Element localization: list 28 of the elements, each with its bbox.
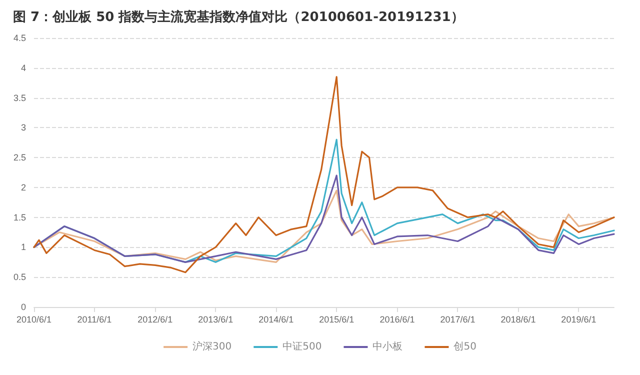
y-tick-label: 1 [20, 242, 26, 252]
x-tick-label: 2012/6/1 [138, 314, 173, 324]
x-tick-label: 2016/6/1 [380, 314, 415, 324]
y-tick-label: 0.5 [13, 272, 26, 282]
y-tick-label: 4.5 [13, 33, 26, 43]
y-tick-label: 0 [20, 302, 26, 312]
x-tick-label: 2011/6/1 [77, 314, 112, 324]
y-tick-label: 2 [20, 182, 26, 192]
y-tick-label: 1.5 [13, 212, 26, 222]
chart-title: 图 7：创业板 50 指数与主流宽基指数净值对比（20100601-20191231） [13, 9, 464, 25]
legend-label: 中证500 [282, 340, 322, 352]
x-tick-label: 2013/6/1 [198, 314, 234, 324]
y-tick-label: 3 [20, 122, 26, 133]
x-tick-label: 2017/6/1 [440, 314, 476, 324]
x-tick-label: 2019/6/1 [561, 314, 596, 324]
legend-label: 中小板 [372, 340, 403, 352]
y-tick-label: 3.5 [13, 92, 26, 103]
line-series [33, 174, 615, 263]
x-tick-label: 2014/6/1 [258, 314, 294, 324]
x-tick-label: 2010/6/1 [16, 314, 52, 324]
line-series [33, 190, 615, 263]
legend-label: 创50 [454, 340, 476, 352]
y-tick-label: 2.5 [13, 152, 26, 163]
x-tick-label: 2018/6/1 [500, 314, 536, 324]
y-tick-label: 4 [20, 62, 26, 73]
legend-label: 沪深300 [192, 340, 232, 352]
x-tick-label: 2015/6/1 [319, 314, 354, 324]
line-series [33, 76, 615, 274]
